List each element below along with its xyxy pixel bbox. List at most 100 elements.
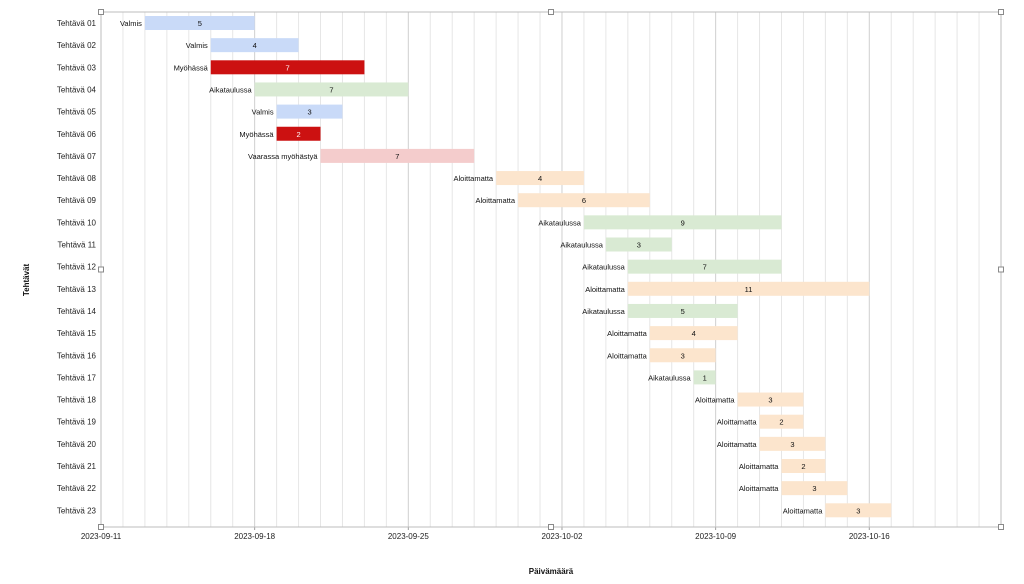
- resize-handle[interactable]: [998, 9, 1004, 15]
- task-bar[interactable]: [210, 38, 299, 53]
- status-label: Aikataulussa: [648, 373, 691, 382]
- task-row: 4 Aloittamatta Tehtävä 08: [57, 171, 584, 186]
- status-label: Aikataulussa: [538, 218, 581, 227]
- task-bar[interactable]: [781, 459, 826, 473]
- duration-label: 11: [745, 285, 753, 294]
- task-row: 9 Aikataulussa Tehtävä 10: [57, 215, 782, 230]
- resize-handle[interactable]: [98, 9, 104, 15]
- task-row: 2 Myöhässä Tehtävä 06: [57, 126, 321, 141]
- task-bar[interactable]: [605, 237, 672, 252]
- task-bar[interactable]: [583, 215, 782, 230]
- x-tick-label: 2023-09-11: [81, 532, 122, 541]
- task-row: 2 Aloittamatta Tehtävä 21: [57, 459, 826, 473]
- task-row: 2 Aloittamatta Tehtävä 19: [57, 414, 804, 429]
- status-label: Valmis: [120, 19, 142, 28]
- task-name-label: Tehtävä 17: [57, 373, 97, 382]
- task-name-label: Tehtävä 02: [57, 41, 97, 50]
- task-bar[interactable]: [254, 82, 409, 97]
- task-bar[interactable]: [759, 414, 804, 429]
- selection-handles[interactable]: [98, 9, 1004, 530]
- bars-layer: 5 Valmis Tehtävä 01 4 Valmis Tehtävä 02 7 Myöhä…: [57, 16, 892, 518]
- task-name-label: Tehtävä 10: [57, 218, 97, 227]
- x-tick-label: 2023-09-25: [388, 532, 429, 541]
- status-label: Aikataulussa: [209, 85, 252, 94]
- task-name-label: Tehtävä 08: [57, 174, 97, 183]
- task-row: 7 Myöhässä Tehtävä 03: [57, 60, 365, 75]
- task-bar[interactable]: [825, 503, 892, 518]
- resize-handle[interactable]: [998, 524, 1004, 530]
- task-bar[interactable]: [276, 104, 343, 119]
- task-row: 3 Valmis Tehtävä 05: [57, 104, 343, 119]
- task-bar[interactable]: [649, 326, 738, 341]
- task-bar[interactable]: [627, 303, 738, 318]
- status-label: Aloittamatta: [475, 196, 515, 205]
- status-label: Valmis: [186, 41, 208, 50]
- status-label: Aloittamatta: [695, 396, 735, 405]
- task-bar[interactable]: [759, 436, 826, 451]
- task-bar[interactable]: [276, 126, 321, 141]
- status-label: Aloittamatta: [607, 329, 647, 338]
- task-bar[interactable]: [693, 370, 716, 385]
- duration-label: 3: [812, 484, 816, 493]
- status-label: Aikataulussa: [582, 307, 625, 316]
- resize-handle[interactable]: [998, 266, 1004, 273]
- y-axis-title: Tehtävät: [22, 264, 31, 297]
- task-bar[interactable]: [737, 392, 804, 407]
- resize-handle[interactable]: [548, 9, 554, 15]
- duration-label: 3: [856, 506, 860, 515]
- task-bar[interactable]: [144, 16, 255, 30]
- status-label: Aloittamatta: [717, 440, 757, 449]
- status-label: Aloittamatta: [739, 462, 779, 471]
- task-bar[interactable]: [496, 171, 584, 186]
- task-name-label: Tehtävä 07: [57, 152, 97, 161]
- task-bar[interactable]: [518, 193, 650, 208]
- task-name-label: Tehtävä 22: [57, 484, 97, 493]
- duration-label: 7: [329, 85, 333, 94]
- status-label: Aloittamatta: [739, 484, 779, 493]
- status-label: Aloittamatta: [585, 285, 625, 294]
- duration-label: 7: [285, 63, 289, 72]
- duration-label: 4: [692, 329, 696, 338]
- duration-label: 3: [637, 241, 641, 250]
- task-row: 4 Valmis Tehtävä 02: [57, 38, 299, 53]
- task-bar[interactable]: [210, 60, 365, 75]
- task-row: 7 Aikataulussa Tehtävä 04: [57, 82, 409, 97]
- task-name-label: Tehtävä 15: [57, 329, 97, 338]
- task-bar[interactable]: [627, 281, 870, 296]
- task-name-label: Tehtävä 12: [57, 263, 97, 272]
- task-name-label: Tehtävä 09: [57, 196, 97, 205]
- task-row: 3 Aloittamatta Tehtävä 16: [57, 348, 716, 363]
- task-name-label: Tehtävä 19: [57, 418, 97, 427]
- task-row: 3 Aikataulussa Tehtävä 11: [57, 237, 672, 252]
- resize-handle[interactable]: [98, 524, 104, 530]
- task-name-label: Tehtävä 18: [57, 396, 97, 405]
- task-name-label: Tehtävä 13: [57, 285, 97, 294]
- resize-handle[interactable]: [548, 524, 554, 530]
- task-row: 3 Aloittamatta Tehtävä 20: [57, 436, 826, 451]
- x-tick-label: 2023-10-16: [849, 532, 890, 541]
- status-label: Aloittamatta: [783, 506, 823, 515]
- task-name-label: Tehtävä 23: [57, 506, 97, 515]
- task-name-label: Tehtävä 04: [57, 85, 97, 94]
- status-label: Aloittamatta: [717, 418, 757, 427]
- task-name-label: Tehtävä 01: [57, 19, 97, 28]
- task-row: 6 Aloittamatta Tehtävä 09: [57, 193, 650, 208]
- task-bar[interactable]: [649, 348, 716, 363]
- duration-label: 5: [198, 19, 202, 28]
- duration-label: 3: [681, 351, 685, 360]
- task-bar[interactable]: [781, 481, 848, 496]
- duration-label: 2: [801, 462, 805, 471]
- task-bar[interactable]: [627, 259, 782, 274]
- task-row: 7 Vaarassa myöhästyä Tehtävä 07: [57, 148, 475, 163]
- duration-label: 1: [703, 373, 707, 382]
- task-row: 4 Aloittamatta Tehtävä 15: [57, 326, 738, 341]
- task-name-label: Tehtävä 14: [57, 307, 97, 316]
- task-bar[interactable]: [320, 148, 475, 163]
- duration-label: 2: [296, 130, 300, 139]
- task-name-label: Tehtävä 05: [57, 108, 97, 117]
- resize-handle[interactable]: [98, 266, 104, 273]
- task-name-label: Tehtävä 21: [57, 462, 97, 471]
- task-name-label: Tehtävä 11: [57, 241, 96, 250]
